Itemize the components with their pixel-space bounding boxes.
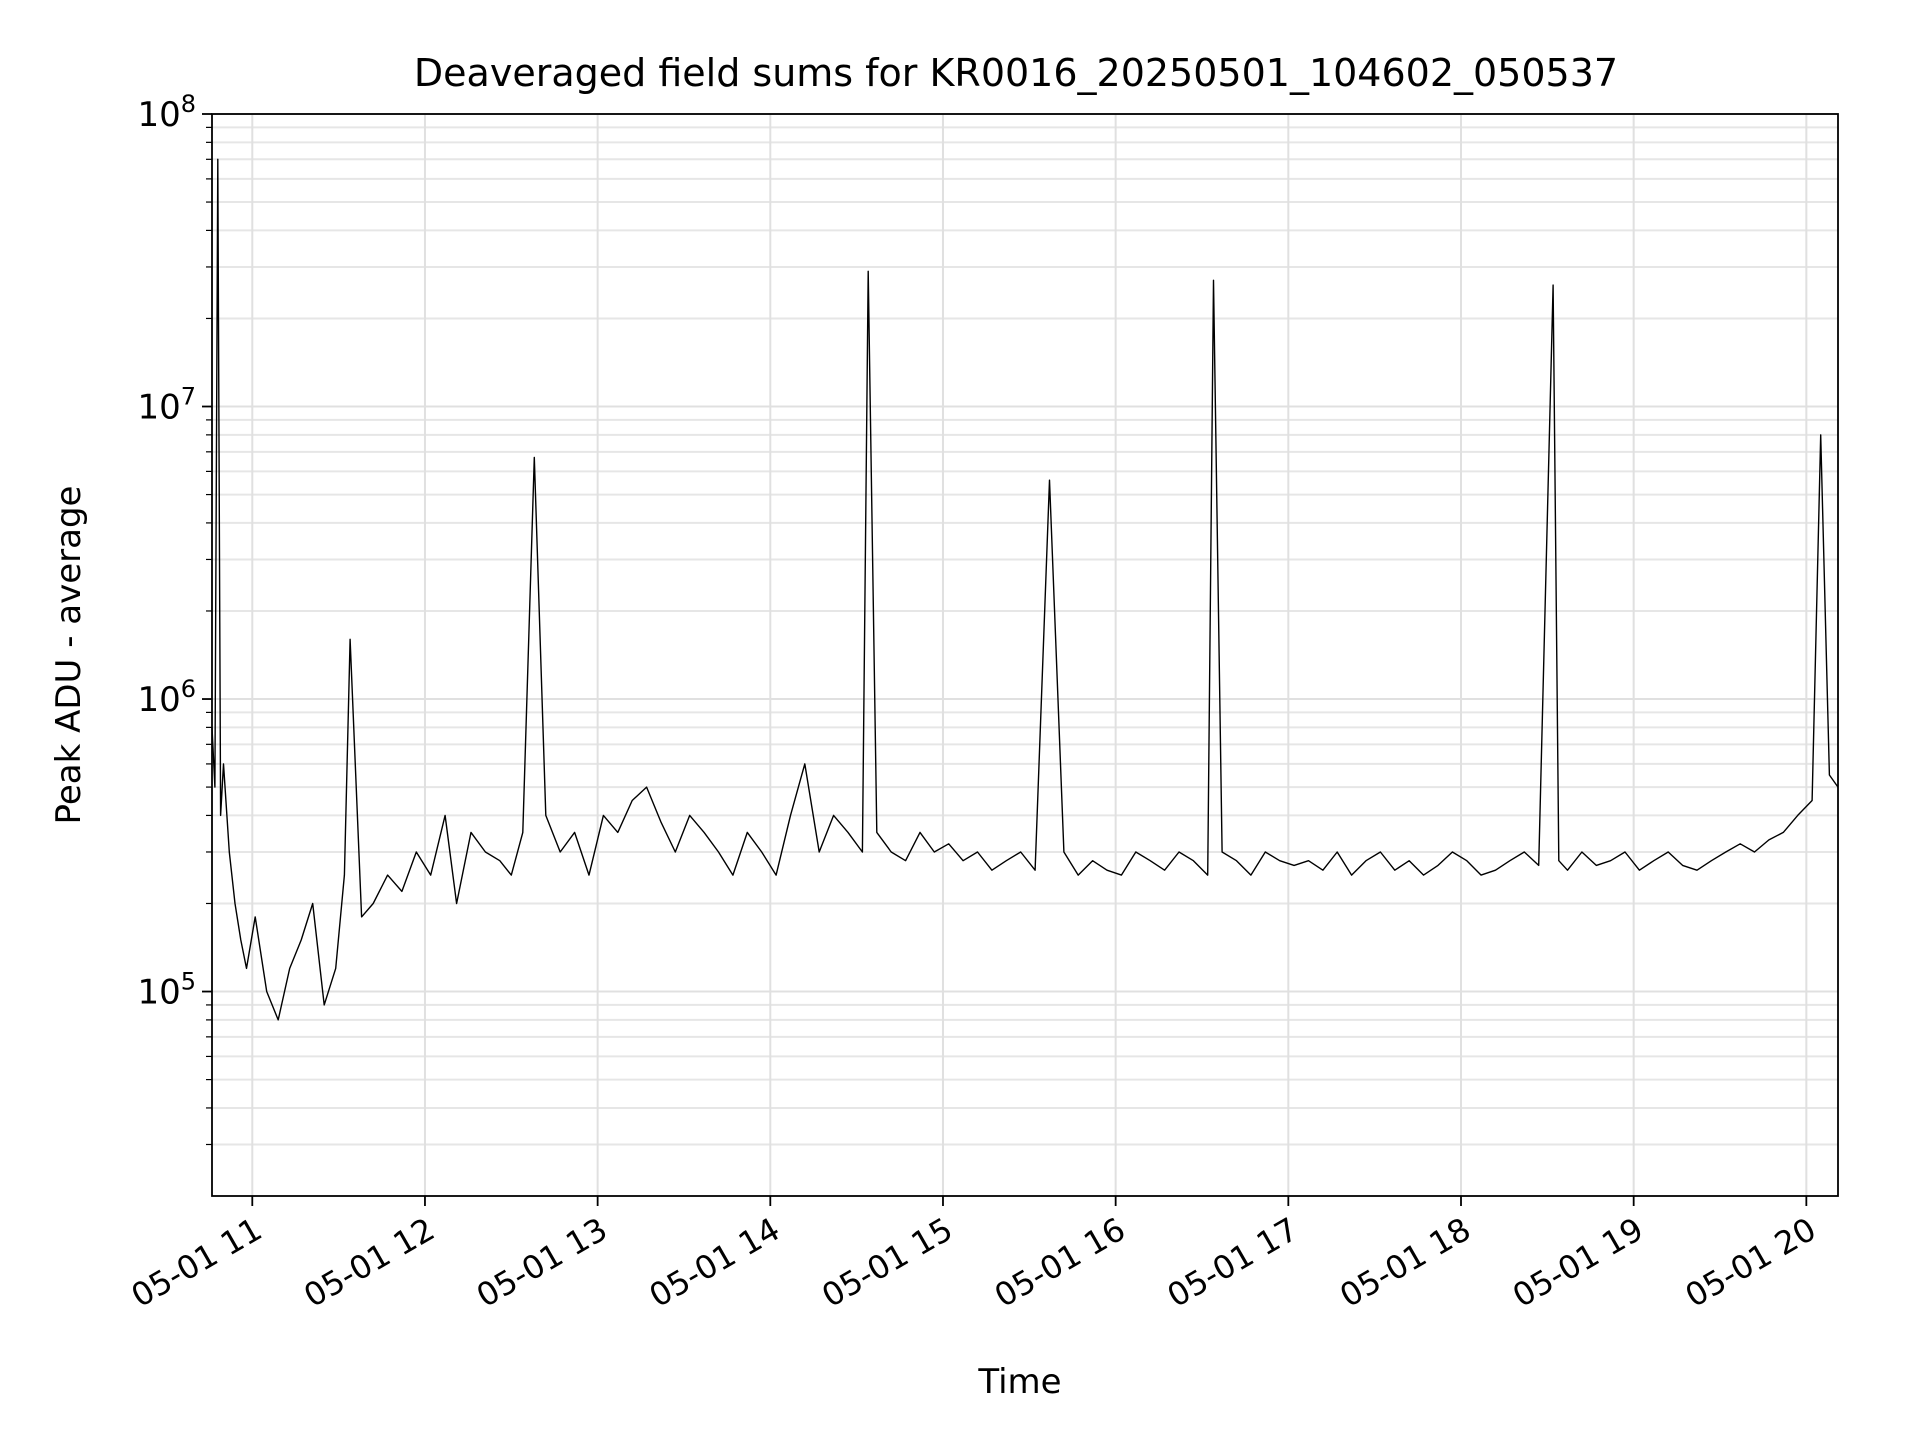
plot-frame	[211, 113, 1839, 1197]
x-axis: 05-01 11 05-01 12 05-01 13 05-01 14 05-01 15…	[125, 1196, 1823, 1315]
x-tick-label: 05-01 16	[988, 1210, 1132, 1315]
x-tick-label: 05-01 11	[125, 1210, 269, 1315]
x-tick-label: 05-01 15	[815, 1210, 959, 1315]
x-tick-label: 05-01 14	[643, 1210, 787, 1315]
y-tick-label: 108	[137, 90, 196, 135]
chart-title: Deaveraged field sums for KR0016_2025050…	[414, 51, 1618, 95]
y-axis-label: Peak ADU - average	[49, 486, 89, 825]
series-layer	[211, 158, 1839, 1021]
x-tick-label: 05-01 17	[1161, 1210, 1305, 1315]
series-line	[211, 158, 1839, 1021]
y-tick-label: 106	[137, 675, 196, 720]
y-tick-label: 107	[137, 383, 196, 428]
x-tick-label: 05-01 20	[1679, 1210, 1823, 1315]
x-axis-label: Time	[977, 1362, 1061, 1402]
x-tick-label: 05-01 12	[297, 1210, 441, 1315]
y-tick-label: 105	[137, 968, 196, 1013]
x-tick-label: 05-01 18	[1333, 1210, 1477, 1315]
x-tick-label: 05-01 19	[1506, 1210, 1650, 1315]
grid-lines	[212, 113, 1838, 1196]
y-axis: 105 106 107 108	[137, 90, 212, 1146]
x-tick-label: 05-01 13	[470, 1210, 614, 1315]
